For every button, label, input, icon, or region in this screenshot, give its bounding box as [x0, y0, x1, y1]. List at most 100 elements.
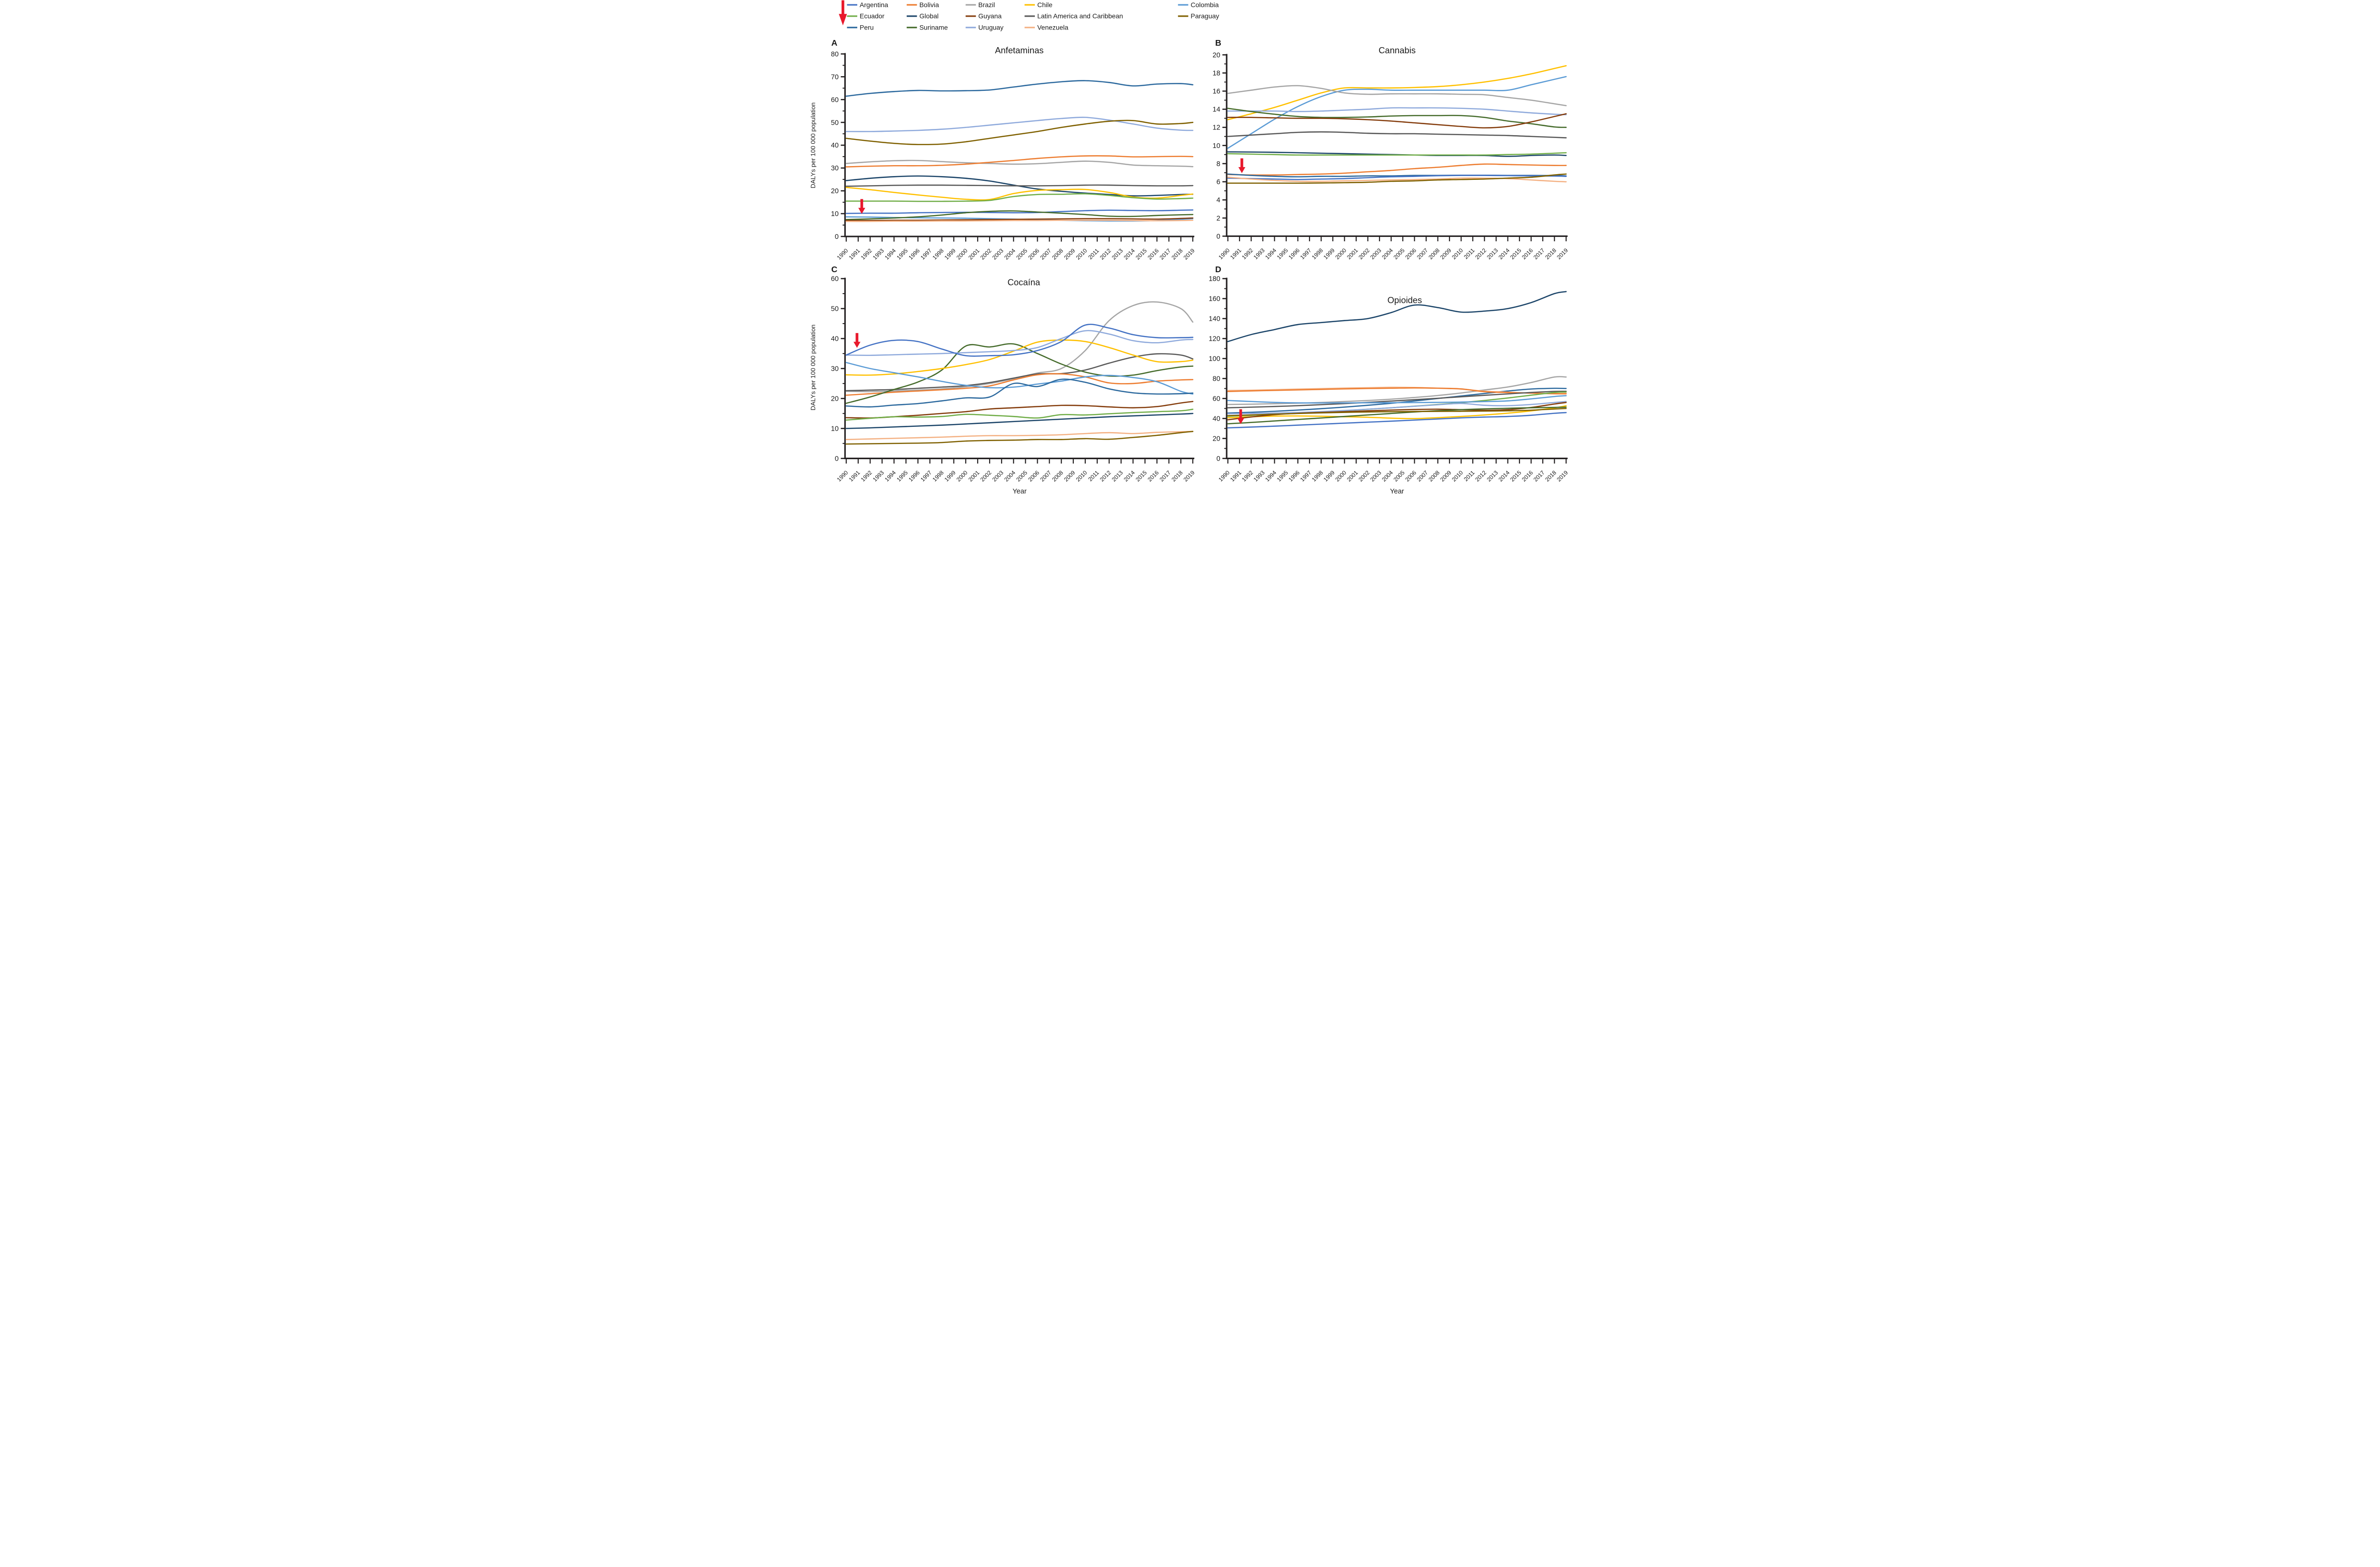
- x-tick-year-label: 2013: [1111, 469, 1124, 483]
- x-tick-year-label: 2004: [1003, 247, 1017, 261]
- series-line-a-peru: [845, 80, 1194, 97]
- x-tick-year-label: 1998: [1310, 247, 1324, 261]
- x-tick-year-label: 1997: [919, 469, 933, 483]
- series-line-b-bolivia: [1227, 163, 1567, 176]
- legend-item: Colombia: [1178, 1, 1219, 9]
- x-tick-year-label: 2011: [1462, 469, 1476, 483]
- red-arrow-icon: [841, 0, 844, 15]
- x-tick-year-label: 2015: [1134, 469, 1148, 483]
- y-tick-label: 10: [831, 210, 839, 218]
- red-arrow-head: [1237, 418, 1244, 424]
- x-tick-year-label: 2004: [1380, 469, 1394, 483]
- y-tick-label: 16: [1212, 88, 1220, 96]
- x-tick-year-label: 1992: [860, 247, 873, 261]
- x-tick-year-label: 1994: [883, 247, 897, 261]
- series-line-b-chile: [1227, 65, 1567, 120]
- x-tick-year-label: 2003: [1369, 469, 1383, 483]
- x-tick-year-label: 2012: [1099, 247, 1112, 261]
- x-tick-year-label: 1992: [860, 469, 873, 483]
- x-tick-year-label: 2002: [1357, 247, 1371, 261]
- panel-d: DOpioides0204060801001201401601801990199…: [1209, 265, 1569, 495]
- x-tick-year-label: 1990: [1217, 469, 1231, 483]
- x-tick-year-label: 2000: [955, 469, 969, 483]
- x-tick-year-label: 2009: [1063, 469, 1077, 483]
- y-tick-label: 140: [1209, 315, 1220, 323]
- y-tick-label: 20: [1212, 51, 1220, 59]
- legend-label: Paraguay: [1190, 12, 1219, 20]
- x-tick-year-label: 1996: [907, 247, 921, 261]
- x-tick-year-label: 1994: [1264, 247, 1278, 261]
- x-tick-year-label: 1992: [1240, 469, 1254, 483]
- x-tick-year-label: 1998: [931, 469, 945, 483]
- y-tick-label: 120: [1209, 335, 1220, 343]
- x-axis-title: Year: [1390, 488, 1404, 495]
- series-line-d-argentina: [1227, 412, 1567, 429]
- series-line-c-latin-america-and-caribbean: [845, 353, 1194, 392]
- x-tick-year-label: 1993: [1252, 247, 1266, 261]
- x-tick-year-label: 2010: [1450, 247, 1464, 261]
- x-tick-year-label: 2009: [1439, 247, 1453, 261]
- x-tick-year-label: 2009: [1439, 469, 1453, 483]
- legend-label: Colombia: [1190, 1, 1219, 9]
- legend-item: Brazil: [965, 1, 995, 9]
- series-line-d-global: [1227, 291, 1567, 343]
- y-tick-label: 100: [1209, 355, 1220, 363]
- series-line-a-paraguay: [845, 119, 1194, 146]
- x-tick-year-label: 1991: [1229, 469, 1243, 483]
- x-tick-year-label: 2006: [1404, 469, 1418, 483]
- series-line-b-paraguay: [1227, 173, 1567, 184]
- legend-item: Global: [906, 12, 939, 20]
- x-tick-year-label: 2017: [1158, 247, 1172, 261]
- x-tick-year-label: 1999: [943, 247, 957, 261]
- x-tick-year-label: 2002: [1357, 469, 1371, 483]
- series-line-a-uruguay: [845, 117, 1194, 132]
- x-tick-year-label: 2019: [1182, 469, 1196, 483]
- y-tick-label: 0: [1217, 455, 1220, 463]
- x-tick-year-label: 2015: [1134, 247, 1148, 261]
- x-tick-year-label: 1990: [1217, 247, 1231, 261]
- legend-label: Uruguay: [978, 24, 1003, 31]
- x-tick-year-label: 2004: [1380, 247, 1394, 261]
- y-tick-label: 160: [1209, 296, 1220, 303]
- legend-arrow-key: [839, 0, 847, 26]
- legend-item: Uruguay: [965, 24, 1003, 31]
- y-axis-title: DALYs per 100 000 population: [810, 102, 817, 188]
- y-tick-label: 0: [1217, 233, 1220, 240]
- series-line-c-ecuador: [845, 408, 1194, 421]
- legend-label: Global: [919, 12, 938, 20]
- series-line-d-colombia: [1227, 395, 1567, 404]
- series-line-c-uruguay: [845, 330, 1194, 356]
- x-tick-year-label: 2005: [1015, 247, 1029, 261]
- legend-label: Brazil: [978, 1, 995, 9]
- x-tick-year-label: 1993: [1252, 469, 1266, 483]
- series-line-b-guyana: [1227, 113, 1567, 128]
- series-line-c-global: [845, 413, 1194, 429]
- x-tick-year-label: 2005: [1015, 469, 1029, 483]
- y-tick-label: 20: [1212, 435, 1220, 443]
- legend-item: Argentina: [847, 1, 888, 9]
- series-line-a-brazil: [845, 159, 1194, 168]
- x-tick-year-label: 2008: [1051, 247, 1064, 261]
- x-tick-year-label: 2017: [1158, 469, 1172, 483]
- x-tick-year-label: 2008: [1427, 247, 1441, 261]
- legend-item: Bolivia: [906, 1, 939, 9]
- y-tick-label: 10: [831, 425, 839, 433]
- x-tick-year-label: 2008: [1427, 469, 1441, 483]
- y-tick-label: 30: [831, 165, 839, 172]
- y-tick-label: 180: [1209, 276, 1220, 283]
- series-line-b-latin-america-and-caribbean: [1227, 131, 1567, 138]
- legend-label: Guyana: [978, 12, 1002, 20]
- legend-label: Latin America and Caribbean: [1037, 12, 1123, 20]
- series-line-c-bolivia: [845, 373, 1194, 396]
- x-tick-year-label: 2018: [1544, 469, 1557, 483]
- red-annotation-arrow-c: [853, 333, 861, 348]
- legend-label: Peru: [860, 24, 874, 31]
- legend-item: Ecuador: [847, 12, 884, 20]
- x-tick-year-label: 1995: [895, 247, 909, 261]
- x-tick-year-label: 2010: [1075, 469, 1089, 483]
- series-line-d-suriname: [1227, 406, 1567, 424]
- x-tick-year-label: 2006: [1027, 469, 1041, 483]
- y-tick-label: 40: [1212, 415, 1220, 423]
- legend-label: Venezuela: [1037, 24, 1068, 31]
- series-line-c-peru: [845, 378, 1194, 408]
